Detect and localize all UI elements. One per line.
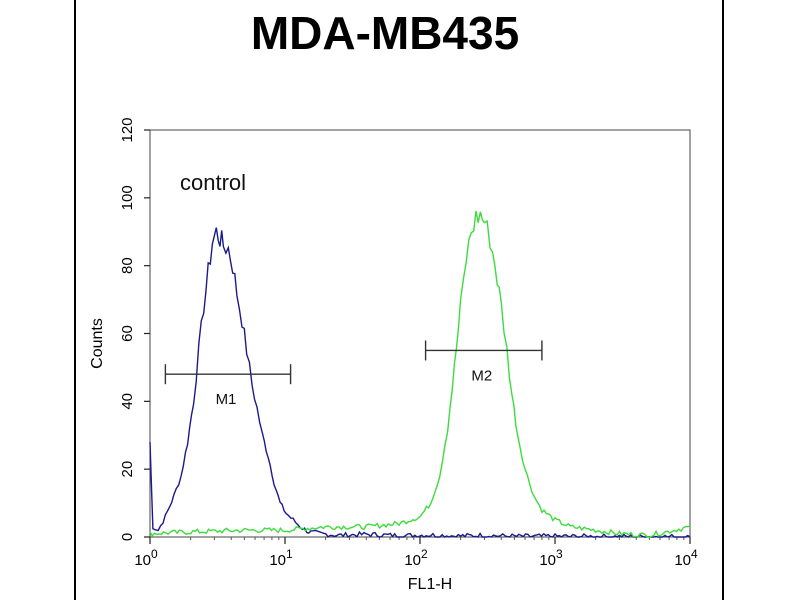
- x-tick-label: 102: [404, 547, 428, 569]
- y-tick-label: 100: [119, 185, 136, 210]
- marker-label: M1: [216, 391, 237, 408]
- y-axis-title: Counts: [89, 318, 106, 369]
- x-tick-label: 100: [134, 547, 158, 569]
- x-tick-label: 104: [674, 547, 698, 569]
- y-tick-label: 40: [119, 393, 136, 410]
- marker-label: M2: [471, 367, 492, 384]
- y-tick-label: 20: [119, 461, 136, 478]
- figure-frame: [74, 0, 724, 600]
- y-tick-label: 60: [119, 325, 136, 342]
- y-tick-label: 0: [119, 533, 136, 541]
- control-annotation: control: [180, 170, 246, 195]
- control-histogram-line: [149, 227, 691, 538]
- x-axis-title: FL1-H: [408, 576, 452, 593]
- y-tick-label: 80: [119, 257, 136, 274]
- y-tick-label: 120: [119, 117, 136, 142]
- x-tick-label: 101: [269, 547, 293, 569]
- x-tick-label: 103: [539, 547, 563, 569]
- sample-histogram-line: [149, 210, 691, 538]
- chart-title: MDA-MB435: [250, 7, 520, 59]
